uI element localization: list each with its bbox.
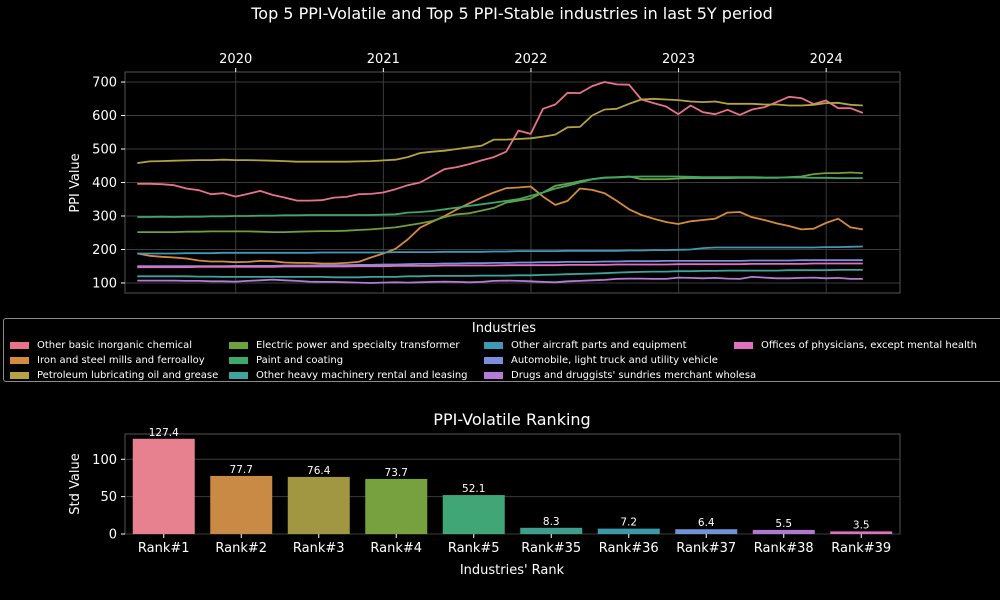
line-chart-ytick-label: 700 <box>92 76 117 91</box>
legend-item: Paint and coating <box>229 353 343 367</box>
bar-rank1 <box>132 438 195 534</box>
legend-swatch <box>229 356 248 364</box>
legend-item: Other heavy machinery rental and leasing <box>229 368 468 382</box>
legend-title: Industries <box>471 321 537 336</box>
legend-label: Other basic inorganic chemical <box>37 339 193 351</box>
line-series-6 <box>137 268 863 279</box>
bar-chart-xtick-label: Rank#5 <box>448 541 500 556</box>
legend-label: Electric power and specialty transformer <box>256 339 460 351</box>
bar-chart-xtick-label: Rank#38 <box>754 541 814 556</box>
bar-chart-ytick-label: 0 <box>109 528 117 543</box>
bar-value-label: 3.5 <box>853 519 870 531</box>
bar-value-label: 5.5 <box>775 518 792 530</box>
bar-rank35 <box>520 527 583 534</box>
line-series-3 <box>137 97 863 164</box>
line-series-9 <box>137 275 863 284</box>
line-chart-xtick-label: 2023 <box>662 52 695 67</box>
legend-swatch <box>229 341 248 349</box>
bar-chart-ytick-label: 100 <box>92 453 117 468</box>
bar-rank2 <box>210 475 273 534</box>
legend-item: Automobile, light truck and utility vehi… <box>484 353 718 367</box>
line-chart-title: Top 5 PPI-Volatile and Top 5 PPI-Stable … <box>250 4 773 23</box>
line-chart-ytick-label: 100 <box>92 276 117 291</box>
line-series-10 <box>137 262 863 269</box>
bar-value-label: 52.1 <box>462 483 485 495</box>
bar-chart-xtick-label: Rank#36 <box>599 541 659 556</box>
line-chart-ytick-label: 400 <box>92 176 117 191</box>
bar-value-label: 6.4 <box>698 517 715 529</box>
line-chart-xtick-label: 2024 <box>810 52 843 67</box>
legend-swatch <box>484 371 503 379</box>
legend-swatch <box>10 371 29 379</box>
legend: Industries Other basic inorganic chemica… <box>3 318 1000 382</box>
legend-label: Offices of physicians, except mental hea… <box>761 339 978 351</box>
bar-rank3 <box>287 476 350 534</box>
bar-rank36 <box>597 528 660 534</box>
bar-chart-xtick-label: Rank#1 <box>138 541 190 556</box>
line-chart-xtick-label: 2020 <box>219 52 252 67</box>
legend-label: Petroleum lubricating oil and grease <box>37 369 219 381</box>
line-series-7 <box>137 245 863 255</box>
bar-chart-ytick-label: 50 <box>100 490 117 505</box>
legend-label: Other heavy machinery rental and leasing <box>256 369 468 381</box>
legend-swatch <box>484 341 503 349</box>
line-chart-ytick-label: 600 <box>92 109 117 124</box>
line-series-2 <box>137 185 863 265</box>
bar-rank39 <box>830 531 893 534</box>
bar-rank37 <box>675 529 738 534</box>
bar-value-label: 8.3 <box>543 516 560 528</box>
bar-rank4 <box>365 478 428 534</box>
bar-value-label: 73.7 <box>385 467 408 479</box>
line-series-8 <box>137 259 863 268</box>
bar-value-label: 127.4 <box>149 427 179 439</box>
bar-value-label: 76.4 <box>307 465 331 477</box>
bar-chart-xtick-label: Rank#37 <box>676 541 736 556</box>
legend-label: Iron and steel mills and ferroalloy <box>37 354 205 366</box>
bar-value-label: 77.7 <box>230 464 253 476</box>
legend-swatch <box>10 356 29 364</box>
legend-item: Iron and steel mills and ferroalloy <box>10 353 205 367</box>
bar-chart-ylabel: Std Value <box>68 453 83 514</box>
bar-chart-xtick-label: Rank#35 <box>521 541 581 556</box>
legend-item: Other aircraft parts and equipment <box>484 338 687 352</box>
bar-chart-xtick-label: Rank#2 <box>215 541 267 556</box>
line-chart: 2020 2021 2022 2023 2024 100 200 300 400 500 600 7… <box>92 52 901 294</box>
legend-item: Petroleum lubricating oil and grease <box>10 368 218 382</box>
line-chart-xtick-label: 2021 <box>367 52 400 67</box>
legend-swatch <box>734 341 753 349</box>
line-chart-xtick-label: 2022 <box>514 52 547 67</box>
legend-item: Drugs and druggists' sundries merchant w… <box>484 368 756 382</box>
bar-value-label: 7.2 <box>620 517 637 529</box>
legend-swatch <box>484 356 503 364</box>
bar-chart: 127.4 77.7 76.4 73.7 52.1 8.3 7.2 6.4 5.5 3.5 Ran… <box>92 427 901 556</box>
bar-chart-xtick-label: Rank#4 <box>370 541 422 556</box>
bar-rank5 <box>442 495 505 534</box>
legend-swatch <box>229 371 248 379</box>
bar-chart-title: PPI-Volatile Ranking <box>433 410 590 429</box>
line-chart-ylabel: PPI Value <box>68 153 83 212</box>
legend-swatch <box>10 341 29 349</box>
legend-item: Offices of physicians, except mental hea… <box>734 338 977 352</box>
legend-item: Other basic inorganic chemical <box>10 338 192 352</box>
line-chart-ytick-label: 500 <box>92 143 117 158</box>
line-chart-ytick-label: 300 <box>92 209 117 224</box>
line-series-1 <box>137 81 864 202</box>
bar-chart-xlabel: Industries' Rank <box>460 563 565 578</box>
legend-label: Paint and coating <box>256 354 344 366</box>
bar-rank38 <box>752 529 815 534</box>
legend-label: Automobile, light truck and utility vehi… <box>511 354 718 366</box>
line-series-5 <box>137 175 863 218</box>
bar-chart-xtick-label: Rank#3 <box>293 541 345 556</box>
legend-item: Electric power and specialty transformer <box>229 338 460 352</box>
line-chart-ytick-label: 200 <box>92 243 117 258</box>
bar-chart-xtick-label: Rank#39 <box>831 541 891 556</box>
legend-label: Drugs and druggists' sundries merchant w… <box>511 369 757 381</box>
legend-label: Other aircraft parts and equipment <box>511 339 687 351</box>
